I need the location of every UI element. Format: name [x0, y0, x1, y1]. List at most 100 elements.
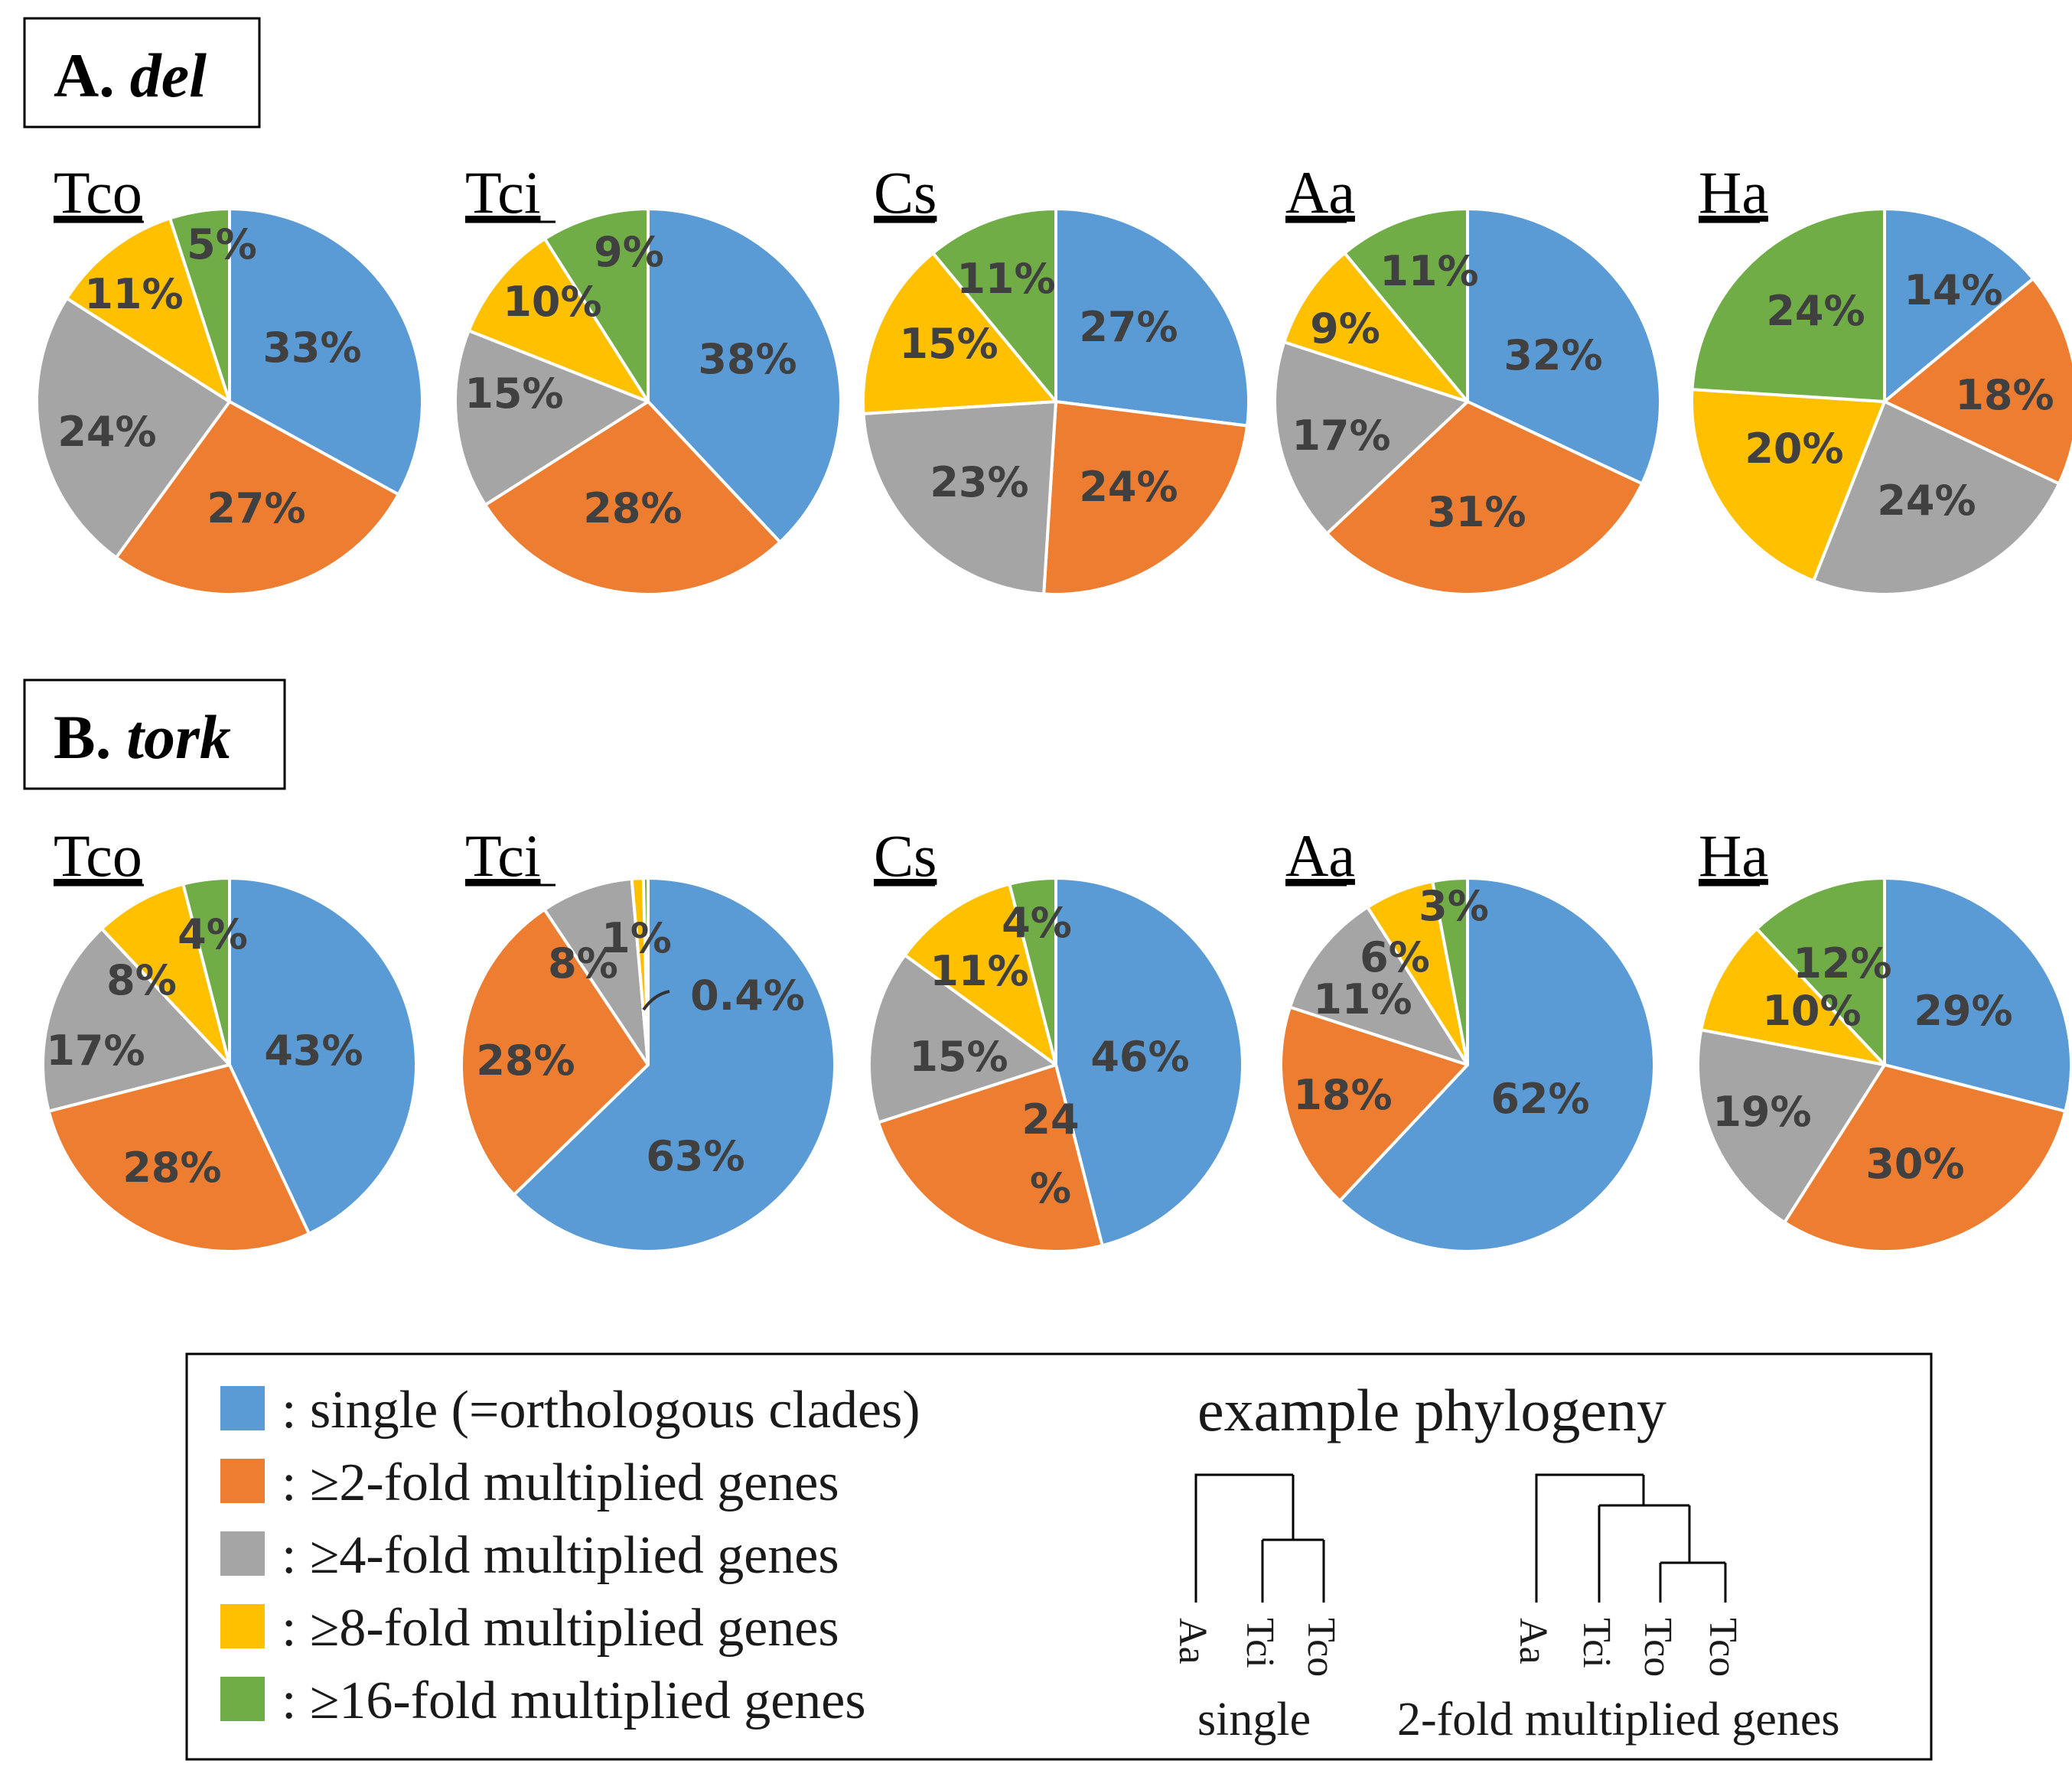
pie-slice-del-aa-two-fold — [1325, 400, 1644, 597]
pie-del-cs: Cs 27% 24% 23% 15% 11% — [862, 159, 1250, 596]
pie-label-tork-tci-two-fold: 28% — [476, 1036, 575, 1085]
pie-slice-tork-aa-two-fold — [1279, 1005, 1469, 1202]
panel-b-letter: B. — [54, 702, 111, 772]
legend-label-single: : single (=orthologous clades) — [282, 1381, 920, 1440]
pie-slice-tork-tci-single — [512, 877, 836, 1253]
pie-slice-tork-cs-two-fold — [876, 1063, 1104, 1253]
pie-slice-del-ha-single — [1883, 207, 2035, 403]
pie-label-tork-ha-two-fold: 30% — [1865, 1140, 1964, 1188]
pie-label-tork-tci-sixteen-fold: 0.4% — [690, 971, 805, 1020]
pie-label-del-aa-two-fold: 31% — [1427, 488, 1526, 536]
pie-label-tork-tci-single: 63% — [646, 1132, 744, 1180]
pie-label-del-tci-eight-fold: 10% — [503, 278, 601, 326]
legend-label-sixteen-fold: : ≥16-fold multiplied genes — [282, 1671, 866, 1730]
panel-a-heading: A. del — [54, 41, 207, 110]
panel-b-frame — [23, 678, 286, 790]
pie-label-tork-ha-eight-fold: 10% — [1762, 987, 1861, 1035]
pie-title-del-aa: Aa — [1285, 159, 1355, 226]
pie-slice-del-aa-four-fold — [1273, 340, 1469, 535]
pie-label-del-ha-sixteen-fold: 24% — [1766, 287, 1865, 335]
tree-multi-leaf-tci: Tci — [1575, 1618, 1618, 1668]
pie-title-del-ha: Ha — [1699, 159, 1768, 226]
pie-slice-del-tci-eight-fold — [467, 237, 650, 403]
pie-slice-tork-tco-single — [228, 877, 418, 1235]
pie-tork-aa: Aa 62% 18% 11%6%3% — [1279, 822, 1656, 1253]
pie-label-del-cs-sixteen-fold: 11% — [956, 255, 1055, 303]
pie-tork-ha: Ha 29% 30% 19% 10%12% — [1696, 822, 2072, 1253]
pie-slice-tork-cs-eight-fold — [903, 882, 1057, 1066]
pie-slice-tork-aa-single — [1337, 877, 1656, 1253]
pie-tork-tci: Tci 63% 28% 8%1% 0.4% — [460, 822, 836, 1253]
tree-multi-leaf-tco-1: Tco — [1636, 1618, 1679, 1677]
pie-title-tork-tci: Tci — [465, 822, 541, 889]
tree-multi-leaf-aa: Aa — [1511, 1618, 1555, 1664]
pie-label-tork-cs-two-fold: 24% — [1021, 1095, 1079, 1212]
pie-label-tork-aa-eight-fold: 6% — [1360, 933, 1430, 981]
legend-swatch-four-fold — [220, 1531, 265, 1576]
legend-item-four-fold: : ≥4-fold multiplied genes — [220, 1526, 839, 1585]
pie-slice-tork-tco-eight-fold — [99, 882, 231, 1066]
pie-label-del-ha-two-fold: 18% — [1955, 371, 2054, 419]
pie-tork-cs: Cs 46%24 % 15% 11%4% — [867, 822, 1244, 1253]
pie-title-del-cs: Cs — [874, 159, 937, 226]
legend-swatch-two-fold — [220, 1459, 265, 1503]
pie-label-del-tco-four-fold: 24% — [57, 408, 156, 456]
tree-multi-caption: 2-fold multiplied genes — [1397, 1694, 1840, 1746]
pie-label-del-tco-sixteen-fold: 5% — [187, 220, 257, 268]
pie-slice-tork-tco-sixteen-fold — [181, 877, 231, 1066]
legend-swatch-sixteen-fold — [220, 1677, 265, 1721]
pie-slice-del-aa-sixteen-fold — [1343, 207, 1469, 403]
pie-slice-tork-ha-four-fold — [1696, 1028, 1886, 1225]
pie-label-del-cs-two-fold: 24% — [1079, 463, 1178, 511]
pie-label-del-tci-single: 38% — [698, 335, 797, 383]
pie-label-del-ha-eight-fold: 20% — [1745, 425, 1843, 473]
pie-label-tork-tco-eight-fold: 8% — [106, 956, 177, 1004]
pie-title-del-tci: Tci — [465, 159, 541, 226]
pie-slice-tork-tco-four-fold — [41, 927, 231, 1113]
pie-slice-del-tco-two-fold — [114, 400, 400, 596]
pie-label-del-aa-single: 32% — [1504, 331, 1602, 379]
pie-label-tork-cs-eight-fold: 11% — [930, 947, 1028, 995]
pie-label-del-tci-four-fold: 15% — [464, 369, 563, 418]
pie-label-del-aa-four-fold: 17% — [1292, 412, 1390, 460]
pie-label-tork-cs-four-fold: 15% — [909, 1033, 1008, 1081]
tree-single-leaf-tco: Tco — [1299, 1618, 1343, 1677]
pie-slice-tork-cs-four-fold — [867, 953, 1057, 1124]
tree-multi-branches — [1535, 1473, 1727, 1603]
legend-item-two-fold: : ≥2-fold multiplied genes — [220, 1453, 839, 1512]
pie-slice-del-tci-four-fold — [454, 329, 650, 507]
pie-slice-del-cs-four-fold — [862, 400, 1057, 596]
pie-slice-tork-ha-single — [1883, 877, 2072, 1113]
pie-slice-tork-aa-four-fold — [1288, 905, 1469, 1066]
pie-label-del-ha-four-fold: 24% — [1877, 477, 1976, 525]
pie-label-del-aa-sixteen-fold: 11% — [1380, 247, 1478, 295]
pie-slice-tork-cs-single — [1054, 877, 1244, 1248]
legend-item-sixteen-fold: : ≥16-fold multiplied genes — [220, 1671, 866, 1730]
pie-slice-del-ha-four-fold — [1812, 400, 2061, 596]
pie-title-tork-tco: Tco — [54, 822, 142, 889]
panel-b-gene: tork — [126, 702, 231, 772]
tree-single-caption: single — [1197, 1694, 1311, 1746]
pie-slice-del-tco-four-fold — [35, 296, 231, 559]
pie-slice-del-cs-single — [1054, 207, 1250, 428]
legend-label-two-fold: : ≥2-fold multiplied genes — [282, 1453, 839, 1512]
pie-slice-del-ha-eight-fold — [1690, 388, 1886, 583]
pie-label-del-tci-sixteen-fold: 9% — [594, 228, 664, 276]
pie-slice-del-cs-eight-fold — [862, 251, 1057, 415]
pie-label-tork-cs-sixteen-fold: 4% — [1002, 899, 1072, 947]
pie-label-tork-tco-single: 43% — [264, 1027, 363, 1075]
pie-title-tork-aa: Aa — [1285, 822, 1355, 889]
pie-label-del-cs-four-fold: 23% — [930, 458, 1028, 506]
legend-box — [185, 1352, 1933, 1761]
pie-del-aa: Aa 32% 31% 17% 9%11% — [1273, 159, 1662, 597]
pie-label-tork-aa-four-fold: 11% — [1313, 975, 1412, 1023]
pie-label-del-tco-single: 33% — [262, 324, 361, 372]
pie-label-tork-tci-eight-fold: 1% — [601, 914, 672, 962]
pie-label-tork-aa-sixteen-fold: 3% — [1419, 882, 1489, 930]
pie-slice-del-cs-two-fold — [1042, 400, 1249, 596]
pie-label-tork-cs-single: 46% — [1090, 1033, 1189, 1081]
pie-slice-del-tci-two-fold — [484, 400, 782, 596]
pie-label-tork-ha-single: 29% — [1914, 987, 2012, 1035]
legend-item-single: : single (=orthologous clades) — [220, 1381, 920, 1440]
